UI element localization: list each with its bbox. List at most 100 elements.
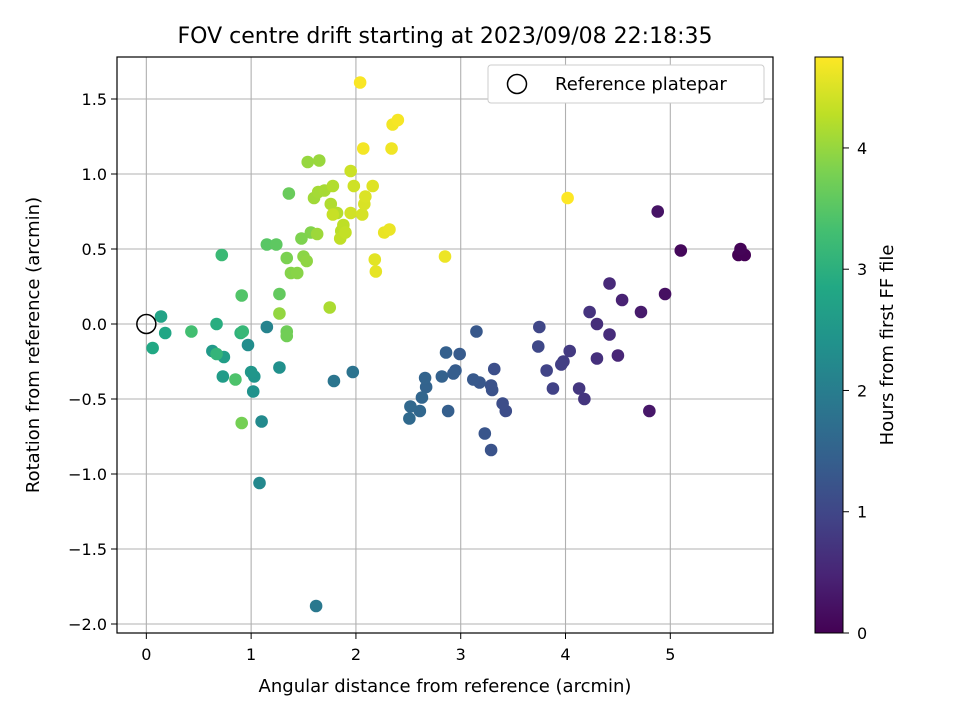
- data-point: [359, 190, 372, 203]
- data-point: [301, 155, 315, 169]
- data-point: [484, 443, 498, 457]
- data-point: [210, 317, 223, 331]
- colorbar-tick-label: 4: [857, 139, 867, 158]
- data-point: [154, 310, 168, 323]
- data-point: [309, 599, 323, 613]
- data-point: [496, 397, 509, 410]
- x-tick-label: 5: [665, 645, 675, 664]
- data-point: [435, 370, 449, 383]
- data-point: [478, 427, 492, 440]
- data-point: [391, 113, 405, 127]
- data-point: [344, 206, 357, 220]
- data-point: [466, 373, 480, 386]
- data-point: [615, 293, 629, 307]
- data-point: [229, 373, 242, 386]
- data-point: [555, 358, 568, 371]
- data-point: [540, 364, 553, 377]
- data-point: [531, 340, 545, 353]
- y-axis-ticks: 1.5 1.0 0.5 0.0 −0.5 −1.0 −1.5 −2.0: [68, 90, 117, 634]
- x-axis-ticks: 0 1 2 3 4 5: [141, 633, 675, 664]
- data-point: [643, 404, 656, 418]
- data-point: [280, 251, 294, 265]
- data-point: [216, 370, 230, 383]
- y-tick-label: −1.5: [68, 540, 107, 559]
- legend-box: [487, 64, 765, 104]
- reference-marker: [136, 313, 157, 335]
- reference-point: [136, 313, 157, 335]
- data-point: [326, 179, 340, 193]
- colorbar-gradient: [814, 56, 844, 634]
- data-point: [404, 400, 417, 413]
- colorbar-tick-label: 1: [857, 503, 867, 522]
- data-point: [260, 320, 274, 334]
- colorbar-label: Hours from first FF file: [877, 245, 898, 446]
- data-point: [282, 187, 296, 200]
- data-point: [215, 248, 229, 262]
- data-point: [572, 382, 586, 395]
- y-tick-label: −2.0: [68, 615, 107, 634]
- y-tick-label: 0.0: [82, 315, 107, 334]
- y-tick-label: 0.5: [82, 240, 107, 259]
- data-point: [210, 347, 223, 361]
- data-point: [438, 250, 452, 263]
- data-point: [561, 191, 574, 205]
- y-tick-label: −0.5: [68, 390, 107, 409]
- data-point: [346, 365, 360, 379]
- data-point: [323, 301, 337, 314]
- data-point: [353, 76, 367, 89]
- data-point: [603, 277, 616, 290]
- y-tick-label: −1.0: [68, 465, 107, 484]
- data-point: [235, 289, 249, 302]
- data-point: [418, 371, 432, 385]
- x-axis-label: Angular distance from reference (arcmin): [259, 676, 632, 697]
- data-point: [326, 208, 340, 221]
- x-tick-label: 2: [351, 645, 361, 664]
- data-point: [244, 365, 258, 379]
- data-point: [484, 379, 498, 392]
- data-point: [533, 320, 546, 334]
- data-point: [590, 317, 604, 331]
- data-point: [590, 352, 604, 365]
- data-point: [578, 392, 591, 406]
- data-point: [253, 476, 266, 490]
- colorbar: 0 1 2 3 4 Hours from first FF file: [814, 56, 898, 643]
- data-point: [383, 223, 396, 236]
- data-point: [415, 391, 429, 404]
- data-point: [185, 325, 198, 338]
- data-point: [356, 142, 370, 155]
- data-point: [310, 227, 324, 241]
- x-tick-label: 0: [141, 645, 151, 664]
- data-point: [634, 305, 648, 319]
- data-point: [280, 329, 294, 343]
- data-point: [546, 382, 560, 395]
- data-point: [355, 208, 369, 221]
- data-point: [273, 307, 286, 320]
- data-point: [236, 325, 250, 338]
- data-point: [324, 197, 338, 211]
- data-point: [439, 346, 453, 359]
- data-point: [603, 328, 616, 341]
- data-point: [273, 361, 286, 374]
- x-tick-label: 4: [560, 645, 570, 664]
- colorbar-ticks: 0 1 2 3 4: [843, 139, 867, 643]
- data-point: [344, 164, 357, 178]
- data-point: [583, 305, 596, 319]
- x-tick-label: 3: [456, 645, 466, 664]
- data-point: [260, 238, 274, 251]
- data-point: [269, 238, 283, 251]
- data-point: [300, 254, 313, 268]
- data-point: [273, 287, 286, 301]
- data-point: [470, 325, 483, 338]
- plot-frame: [116, 56, 774, 634]
- data-point: [158, 326, 172, 340]
- colorbar-tick-label: 3: [857, 260, 867, 279]
- data-point: [563, 344, 577, 358]
- colorbar-tick-label: 0: [857, 624, 867, 643]
- data-point: [295, 232, 308, 245]
- data-point: [369, 265, 383, 278]
- data-point: [255, 415, 268, 428]
- data-point: [339, 226, 352, 239]
- data-point: [327, 374, 341, 388]
- data-point: [403, 412, 416, 425]
